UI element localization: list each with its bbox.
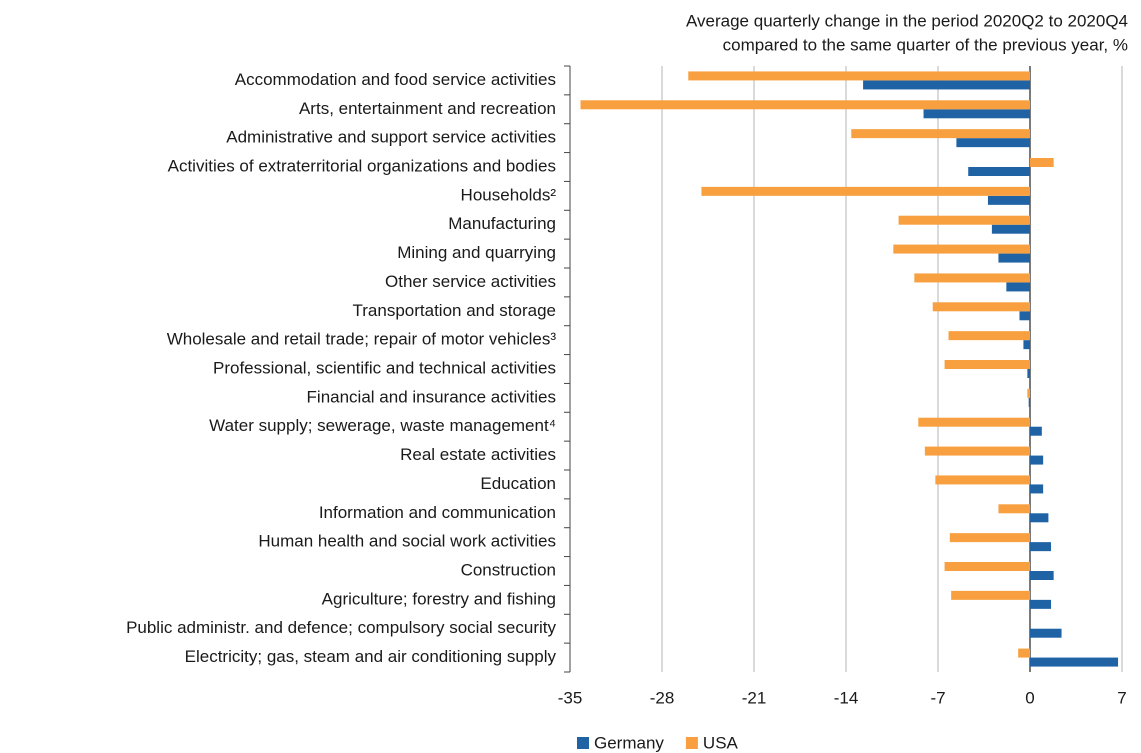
x-tick-label: -21 (742, 688, 767, 707)
y-tick-label: Arts, entertainment and recreation (299, 99, 556, 118)
legend-swatch (685, 737, 698, 749)
bar (932, 302, 1030, 312)
bar (918, 417, 1030, 427)
legend-label: Germany (594, 733, 664, 752)
bar (1030, 657, 1119, 667)
y-tick-label: Wholesale and retail trade; repair of mo… (167, 330, 557, 349)
bar (1030, 484, 1044, 494)
bar (580, 100, 1030, 110)
y-tick-label: Other service activities (385, 272, 556, 291)
bar (991, 224, 1030, 234)
bar (1019, 311, 1030, 321)
y-tick-label: Information and communication (319, 503, 556, 522)
x-tick-label: -28 (650, 688, 675, 707)
legend-swatch (577, 737, 589, 749)
y-tick-label: Mining and quarrying (397, 243, 556, 262)
y-tick-label: Water supply; sewerage, waste management… (209, 416, 556, 435)
y-tick-label: Administrative and support service activ… (226, 128, 556, 147)
bar (1030, 158, 1054, 167)
chart-title: Average quarterly change in the period 2… (686, 11, 1128, 30)
bar (851, 129, 1030, 139)
bar (1030, 426, 1042, 436)
bar (948, 331, 1030, 341)
bar (944, 562, 1030, 571)
bar (1028, 397, 1030, 407)
bar (944, 360, 1030, 369)
bar (935, 475, 1030, 485)
y-tick-label: Accommodation and food service activitie… (235, 70, 556, 89)
bar (951, 590, 1030, 600)
y-tick-label: Financial and insurance activities (307, 387, 556, 406)
x-tick-label: -14 (834, 688, 859, 707)
bar (1006, 282, 1030, 292)
y-tick-label: Public administr. and defence; compulsor… (126, 618, 556, 637)
bar (863, 80, 1030, 90)
x-tick-label: -7 (930, 688, 945, 707)
bar (956, 138, 1030, 148)
bar (987, 195, 1030, 205)
bar (1018, 648, 1030, 658)
bar (998, 253, 1030, 263)
bar (914, 273, 1030, 283)
legend-label: USA (703, 733, 739, 752)
y-tick-label: Transportation and storage (353, 301, 557, 320)
y-tick-label: Electricity; gas, steam and air conditio… (185, 647, 557, 666)
bar (1023, 340, 1030, 350)
bar (924, 446, 1030, 456)
bar (1030, 599, 1052, 609)
bar (1027, 369, 1030, 378)
y-tick-label: Households² (461, 185, 557, 204)
x-tick-label: 7 (1117, 688, 1126, 707)
chart-subtitle: compared to the same quarter of the prev… (723, 35, 1128, 54)
bar (1030, 513, 1049, 523)
bar (893, 244, 1030, 254)
bar (998, 504, 1030, 514)
x-tick-label: -35 (558, 688, 583, 707)
bar (688, 71, 1030, 81)
y-tick-label: Human health and social work activities (258, 532, 556, 551)
x-tick-label: 0 (1025, 688, 1034, 707)
y-tick-label: Education (480, 474, 556, 493)
bar (1030, 455, 1044, 465)
bar (1027, 388, 1030, 398)
bar (968, 167, 1030, 176)
bar (949, 533, 1030, 543)
bar (701, 186, 1030, 196)
bar (923, 109, 1030, 119)
y-tick-label: Activities of extraterritorial organizat… (168, 156, 556, 175)
bar (1030, 542, 1052, 552)
y-tick-label: Construction (461, 560, 556, 579)
y-tick-label: Professional, scientific and technical a… (213, 358, 556, 377)
bar (1030, 571, 1054, 580)
bar (1030, 628, 1062, 638)
bar (898, 215, 1030, 225)
y-tick-label: Real estate activities (400, 445, 556, 464)
y-tick-label: Manufacturing (448, 214, 556, 233)
y-tick-label: Agriculture; forestry and fishing (322, 589, 556, 608)
